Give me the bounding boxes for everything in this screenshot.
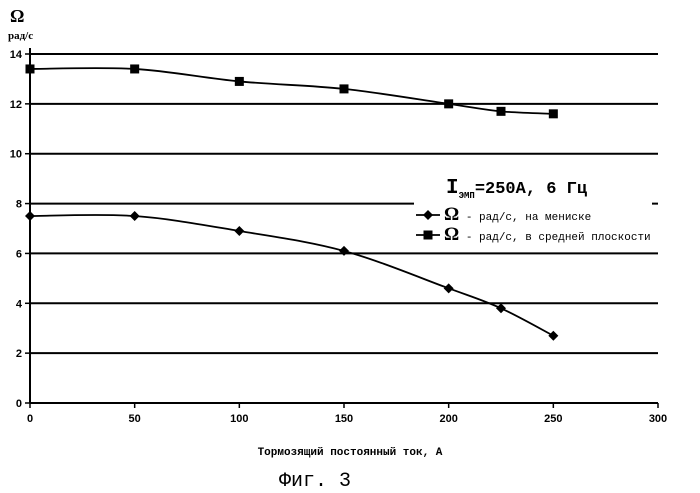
data-point bbox=[497, 107, 506, 116]
data-point bbox=[549, 109, 558, 118]
y-axis-unit: рад/с bbox=[8, 30, 33, 42]
data-point bbox=[25, 211, 35, 221]
y-tick-label: 6 bbox=[16, 248, 22, 260]
x-tick-label: 250 bbox=[544, 413, 562, 425]
condition-subscript: ЭМП bbox=[459, 191, 475, 201]
data-point bbox=[130, 64, 139, 73]
legend-symbol: Ω bbox=[444, 224, 459, 245]
data-point bbox=[444, 283, 454, 293]
data-point bbox=[235, 77, 244, 86]
data-point bbox=[444, 99, 453, 108]
data-point bbox=[26, 64, 35, 73]
y-tick-label: 8 bbox=[16, 199, 22, 211]
figure-caption: Фиг. 3 bbox=[279, 470, 351, 493]
data-point bbox=[234, 226, 244, 236]
x-tick-labels: 0 50 100 150 200 250 300 bbox=[27, 413, 667, 425]
x-tick-label: 50 bbox=[129, 413, 141, 425]
y-tick-label: 2 bbox=[16, 348, 22, 360]
data-point bbox=[339, 246, 349, 256]
condition-symbol: I bbox=[446, 177, 459, 200]
x-tick-label: 0 bbox=[27, 413, 33, 425]
data-point bbox=[548, 331, 558, 341]
data-point bbox=[130, 211, 140, 221]
x-axis-label: Тормозящий постоянный ток, А bbox=[258, 447, 443, 459]
series-line bbox=[30, 68, 553, 114]
data-point bbox=[340, 84, 349, 93]
legend-text: - рад/с, на мениске bbox=[459, 212, 591, 224]
y-tick-label: 12 bbox=[10, 99, 22, 111]
series-2 bbox=[26, 64, 558, 118]
x-tick-label: 100 bbox=[230, 413, 248, 425]
condition-value: =250А, 6 Гц bbox=[475, 180, 588, 199]
x-tick-label: 300 bbox=[649, 413, 667, 425]
y-tick-label: 10 bbox=[10, 149, 22, 161]
y-tick-label: 14 bbox=[10, 49, 23, 61]
x-tick-label: 200 bbox=[439, 413, 457, 425]
legend-marker bbox=[424, 231, 433, 240]
data-point bbox=[496, 303, 506, 313]
y-tick-label: 4 bbox=[16, 298, 23, 310]
legend-symbol: Ω bbox=[444, 204, 459, 225]
y-tick-label: 0 bbox=[16, 398, 22, 410]
legend-text: - рад/с, в средней плоскости bbox=[459, 232, 650, 244]
x-tick-label: 150 bbox=[335, 413, 353, 425]
y-tick-labels: 0 2 4 6 8 10 12 14 bbox=[10, 49, 23, 410]
y-axis-symbol: Ω bbox=[10, 6, 24, 26]
